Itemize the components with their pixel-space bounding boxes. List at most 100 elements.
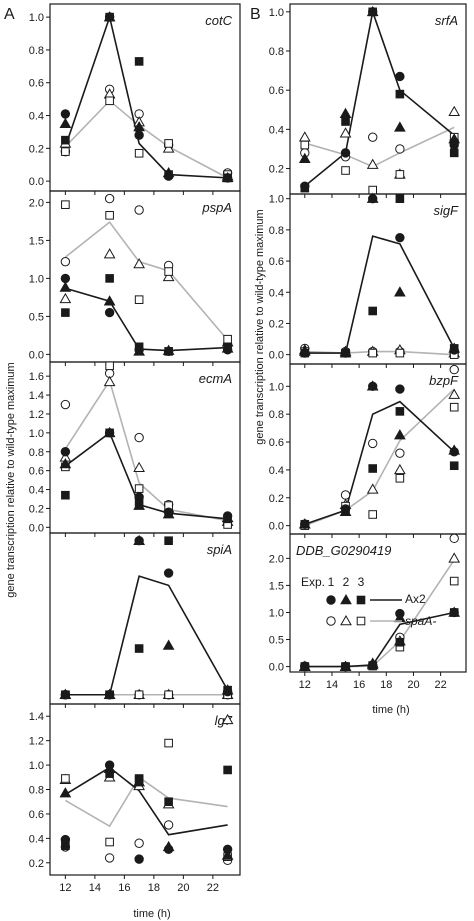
panel-srfa: srfA 0.2 0.4 0.6 0.8 1.0 xyxy=(269,3,467,198)
point-spaa-exp3 xyxy=(368,510,378,519)
series-line-ax2 xyxy=(304,400,455,526)
y-tick-label: 0.0 xyxy=(269,521,284,533)
point-ax2-exp2 xyxy=(394,121,406,132)
point-spaa-exp3 xyxy=(134,148,144,158)
point-ax2-exp3 xyxy=(395,89,405,99)
point-spaa-exp1 xyxy=(449,364,459,375)
x-tick-label: 16 xyxy=(118,882,130,894)
point-spaa-exp3 xyxy=(105,96,114,106)
point-ax2-exp3 xyxy=(449,608,459,617)
point-ax2-exp1 xyxy=(395,232,405,243)
panel-sigf: sigF 0.0 0.2 0.4 0.6 0.8 1.0 xyxy=(269,192,467,368)
legend-marker-spaa-exp2 xyxy=(340,614,352,626)
point-ax2-exp3 xyxy=(368,661,378,670)
y-tick-label: 0.8 xyxy=(29,45,44,57)
point-spaa-exp3 xyxy=(395,473,405,483)
point-ax2-exp3 xyxy=(105,690,114,700)
y-tick-label: 0.5 xyxy=(269,635,284,647)
y-tick-label: 1.2 xyxy=(29,409,44,421)
x-tick-label: 18 xyxy=(380,679,392,691)
point-ax2-exp3 xyxy=(164,170,173,179)
y-tick-label: 1.0 xyxy=(29,273,44,285)
x-tick-label: 14 xyxy=(89,882,101,894)
point-spaa-exp1 xyxy=(134,205,144,215)
y-tick-label: 0.4 xyxy=(269,124,284,136)
point-ax2-exp3 xyxy=(223,765,232,775)
point-ax2-exp3 xyxy=(368,306,378,316)
point-ax2-exp3 xyxy=(341,507,350,517)
point-ax2-exp3 xyxy=(341,117,350,126)
point-ax2-exp3 xyxy=(61,490,70,500)
point-ax2-exp3 xyxy=(223,342,232,352)
point-ax2-exp1 xyxy=(395,384,405,394)
point-ax2-exp2 xyxy=(366,380,379,391)
point-ax2-exp1 xyxy=(134,854,144,864)
series-line-ax2 xyxy=(64,766,228,836)
point-spaa-exp2 xyxy=(448,105,461,116)
legend-spaa-label: spaA- xyxy=(405,614,436,628)
point-ax2-exp3 xyxy=(105,428,114,438)
y-tick-label: 0.8 xyxy=(269,46,284,58)
gene-title: DDB_G0290419 xyxy=(296,543,391,558)
point-spaa-exp3 xyxy=(164,738,173,748)
panel-frame xyxy=(289,533,467,673)
point-ax2-exp2 xyxy=(394,429,406,440)
y-tick-label: 0.4 xyxy=(29,111,44,123)
point-spaa-exp2 xyxy=(366,483,379,494)
y-tick-label: 0.0 xyxy=(29,349,44,361)
point-ax2-exp3 xyxy=(61,135,70,145)
panel-pspa: pspA 0.0 0.5 1.0 1.5 2.0 xyxy=(29,190,241,366)
point-spaa-exp3 xyxy=(341,166,350,175)
series-line-spaa xyxy=(64,99,228,179)
point-spaa-exp3 xyxy=(395,348,405,358)
point-spaa-exp2 xyxy=(448,388,461,399)
y-tick-label: 0.2 xyxy=(269,493,284,505)
point-ax2-exp1 xyxy=(104,307,115,318)
point-ax2-exp3 xyxy=(105,769,114,778)
x-tick-label: 12 xyxy=(59,882,71,894)
point-ax2-exp3 xyxy=(395,194,405,203)
point-ax2-exp2 xyxy=(103,295,116,306)
panel-bzpf: bzpF 0.0 0.2 0.4 0.6 0.8 1.0 xyxy=(269,363,467,538)
gene-title: bzpF xyxy=(429,373,459,388)
point-ax2-exp3 xyxy=(449,344,459,353)
point-spaa-exp3 xyxy=(105,211,114,220)
gene-title: srfA xyxy=(435,13,458,28)
legend-exp-label-2: 2 xyxy=(343,575,350,589)
y-tick-label: 1.6 xyxy=(29,371,44,383)
y-tick-label: 0.5 xyxy=(29,311,44,323)
point-spaa-exp1 xyxy=(449,533,459,544)
point-ax2-exp2 xyxy=(162,639,175,650)
series-line-spaa xyxy=(304,388,455,527)
panel-frame xyxy=(49,3,241,192)
y-tick-label: 0.6 xyxy=(29,78,44,90)
y-tick-label: 0.8 xyxy=(29,785,44,797)
series-line-spaa xyxy=(64,378,228,522)
y-tick-label: 0.0 xyxy=(29,176,44,188)
point-ax2-exp3 xyxy=(223,685,232,695)
point-ax2-exp3 xyxy=(449,148,459,158)
point-ax2-exp3 xyxy=(449,461,459,471)
point-ax2-exp1 xyxy=(60,109,71,119)
point-ax2-exp3 xyxy=(134,774,144,783)
y-tick-label: 0.2 xyxy=(269,318,284,330)
y-tick-label: 1.0 xyxy=(29,428,44,440)
point-ax2-exp3 xyxy=(341,348,350,358)
point-ax2-exp3 xyxy=(223,173,232,183)
point-ax2-exp2 xyxy=(448,444,461,455)
legend-exp-label-3: 3 xyxy=(358,575,365,589)
point-spaa-exp3 xyxy=(134,690,144,700)
point-ax2-exp2 xyxy=(366,192,379,203)
point-spaa-exp1 xyxy=(368,132,378,142)
point-ax2-exp3 xyxy=(300,519,310,529)
y-axis-label-b: gene transcription relative to wild-type… xyxy=(254,209,266,444)
point-ax2-exp3 xyxy=(134,57,144,66)
point-ax2-exp1 xyxy=(395,71,405,82)
y-tick-label: 0.8 xyxy=(269,409,284,421)
y-tick-label: 1.0 xyxy=(29,12,44,24)
point-ax2-exp1 xyxy=(60,273,71,284)
series-line-ax2 xyxy=(65,575,229,696)
legend-ax2-label: Ax2 xyxy=(405,592,426,606)
point-ax2-exp1 xyxy=(340,148,351,158)
panel-frame xyxy=(49,703,241,876)
